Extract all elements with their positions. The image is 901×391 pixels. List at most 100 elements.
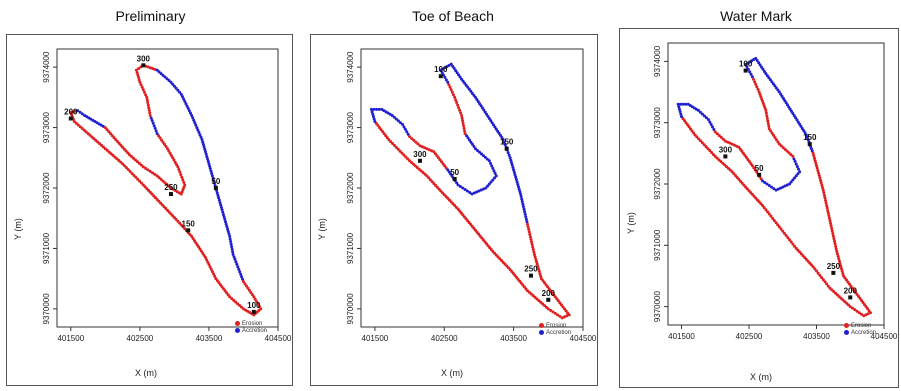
shoreline-point [748,70,752,74]
shoreline-point [226,230,230,234]
shoreline-point [392,115,396,119]
x-tick-label: 401500 [362,334,389,343]
shoreline-point [370,110,374,114]
shoreline-point [514,175,518,179]
shoreline-point [184,102,188,106]
shoreline-point [70,113,74,117]
shoreline-point [462,126,466,130]
shoreline-point [816,271,820,275]
shoreline-point [468,191,472,195]
shoreline-point [824,201,828,205]
shoreline-point [448,85,452,89]
shoreline-point [857,311,861,315]
shoreline-point [402,153,406,157]
shoreline-point [823,280,827,284]
shoreline-point [434,183,438,187]
shoreline-point [157,134,161,138]
shoreline-point [702,143,706,147]
shoreline-point [86,132,90,136]
shoreline-point [851,306,854,310]
shoreline-point [206,159,210,163]
transect-marker [141,63,146,68]
shoreline-point [783,147,787,151]
shoreline-point [447,83,451,87]
shoreline-point [201,142,205,146]
shoreline-point [119,143,123,147]
shoreline-point [820,183,824,187]
shoreline-point [155,132,159,136]
shoreline-point [785,103,789,107]
shoreline-point [408,135,412,139]
shoreline-point [420,145,424,149]
shoreline-point [232,255,236,259]
shoreline-point [814,161,818,165]
shoreline-point [480,106,484,110]
shoreline-point [750,164,754,168]
chart-title: Toe of Beach [412,8,494,24]
x-tick-label: 404500 [570,334,597,343]
shoreline-point [78,125,82,129]
shoreline-point [179,92,183,96]
shoreline-point [831,232,835,236]
shoreline-point [491,166,495,170]
shoreline-point [454,98,458,102]
shoreline-point [760,97,764,101]
shoreline-point [761,99,764,103]
shoreline-point [105,128,109,132]
shoreline-point [463,132,467,136]
shoreline-point [230,245,234,249]
shoreline-point [771,216,775,220]
shoreline-point [699,139,703,143]
shoreline-point [677,107,681,111]
shoreline-point [827,214,831,218]
scatter-plot: 401500 402500 403500 404500 9370000 9371000 93… [346,48,597,343]
shoreline-point [700,141,704,145]
shoreline-point [835,252,839,256]
shoreline-point [788,182,791,186]
shoreline-point [476,100,480,104]
shoreline-point [155,68,159,72]
shoreline-point [475,148,479,152]
transect-label: 200 [64,108,78,117]
shoreline-point [107,130,111,134]
shoreline-point [136,75,140,79]
transect-label: 50 [211,177,220,186]
shoreline-point [463,188,467,192]
chart-title: Preliminary [115,8,186,24]
y-tick-label: 9372000 [653,168,662,200]
shoreline-point [109,132,113,136]
shoreline-point [490,121,494,125]
shoreline-point [460,116,464,120]
shoreline-point [726,140,730,144]
shoreline-point [698,110,702,114]
shoreline-point [126,168,130,172]
shoreline-point [761,67,765,71]
shoreline-point [454,69,458,73]
shoreline-point [157,176,161,180]
shoreline-point [117,141,121,145]
shoreline-point [802,129,806,133]
legend-erosion: Erosion [844,323,876,330]
shoreline-point [498,133,502,137]
shoreline-point [818,273,822,277]
shoreline-point [115,140,119,144]
shoreline-point [792,157,796,161]
shoreline-point [841,272,845,276]
transect-label: 150 [803,133,817,142]
shoreline-point [558,314,562,318]
shoreline-point [553,311,557,315]
shoreline-point [208,265,212,269]
shoreline-point [71,110,75,114]
shoreline-point [822,193,826,197]
shoreline-point [153,126,157,130]
shoreline-point [447,63,451,67]
x-axis-label: X (m) [135,368,157,378]
shoreline-point [178,170,182,174]
x-tick-label: 404500 [265,334,292,343]
shoreline-point [825,206,829,210]
shoreline-point [509,158,513,162]
shoreline-point [148,66,152,70]
plot-area: 401500 402500 403500 404500 9370000 9371000 93… [311,35,597,385]
shoreline-point [679,112,683,116]
shoreline-point [458,75,462,79]
